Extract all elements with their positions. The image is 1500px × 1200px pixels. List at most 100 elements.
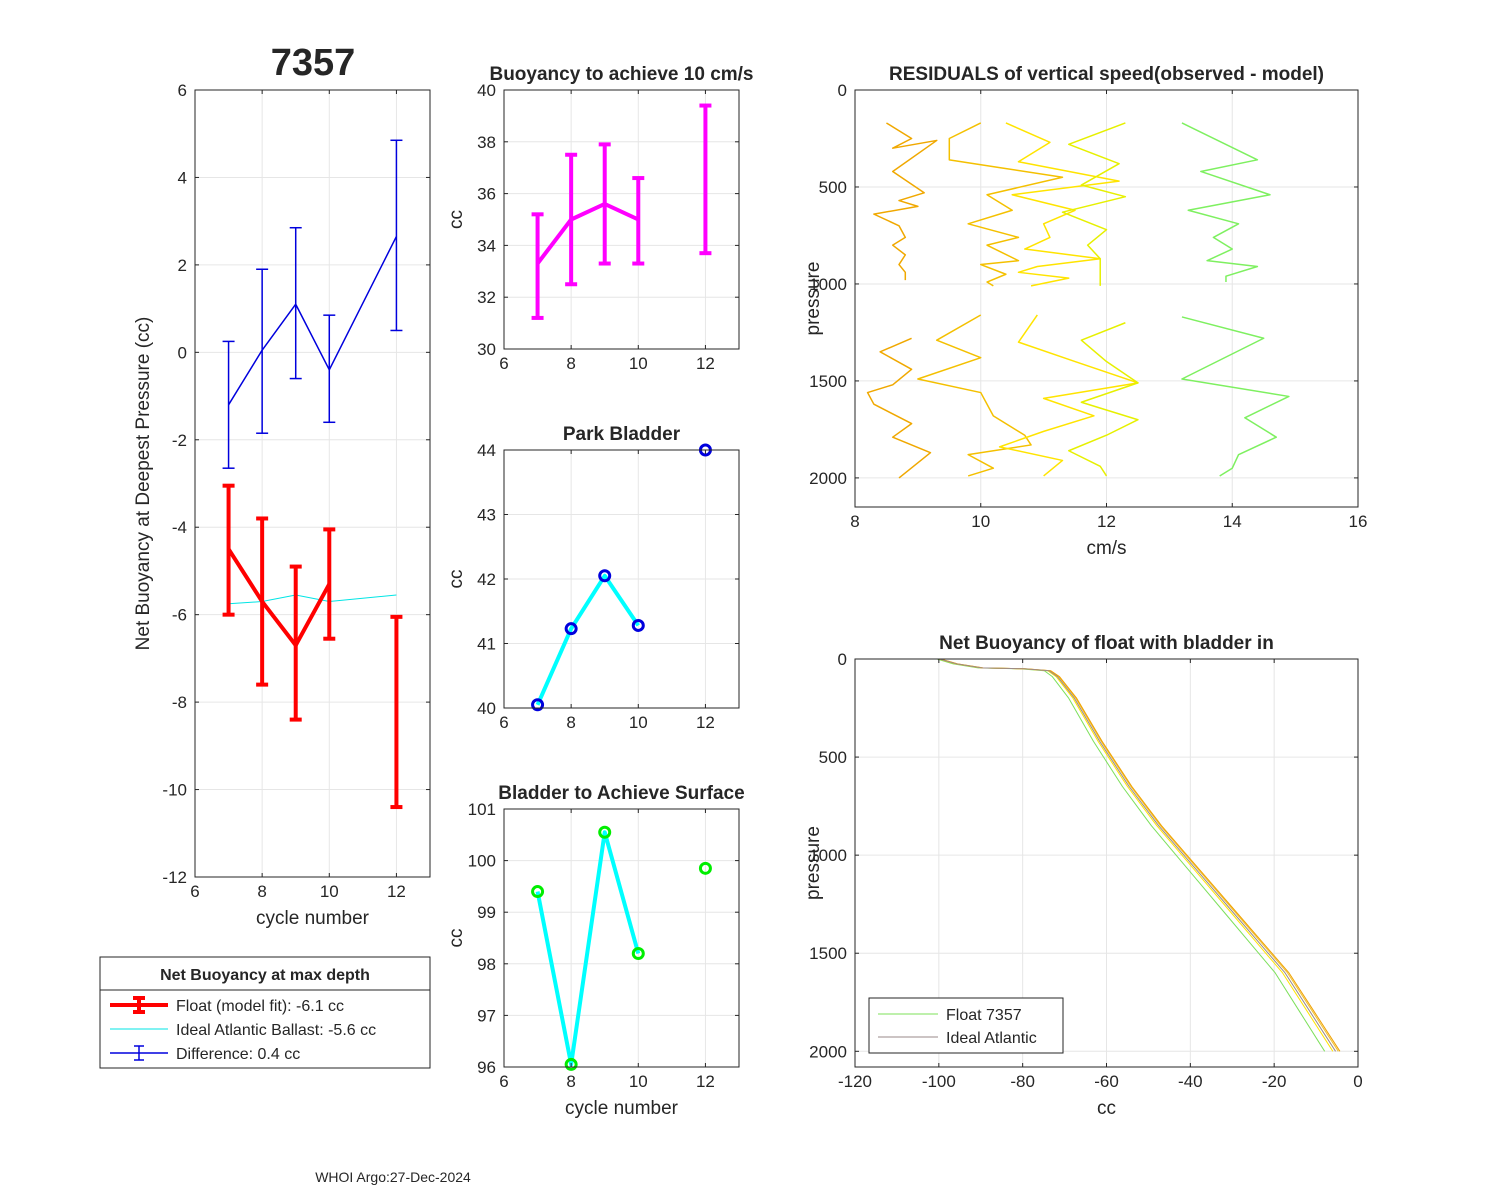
axis-label-x: cycle number xyxy=(256,908,370,929)
surface-marker xyxy=(698,861,712,875)
residual-line-lower xyxy=(917,314,1032,477)
tick-label-y: 99 xyxy=(477,903,496,922)
plot-area xyxy=(504,90,739,349)
residual-line-upper xyxy=(948,122,1064,287)
axis-label-y: cc xyxy=(446,929,467,948)
axis-label-y: Net Buoyancy at Deepest Pressure (cc) xyxy=(133,317,154,651)
tick-label-y: 500 xyxy=(819,178,847,197)
tick-label-y: 41 xyxy=(477,635,496,654)
tick-label-x: 10 xyxy=(629,1072,648,1091)
tick-label-x: 6 xyxy=(499,1072,508,1091)
tick-label-y: -10 xyxy=(162,781,187,800)
axis-label-y: cc xyxy=(446,210,467,229)
chart-park-bladder: 6 8 10 12 40 41 42 43 44 Park Bladder cc xyxy=(446,424,740,732)
residual-line-lower xyxy=(998,314,1139,477)
park-line xyxy=(535,573,640,706)
tick-label-x: -120 xyxy=(838,1072,872,1091)
park-marker xyxy=(531,698,545,712)
surface-marker xyxy=(598,825,612,839)
axis-label-x: cc xyxy=(1097,1098,1116,1119)
difference-line xyxy=(227,236,398,406)
plot-area xyxy=(504,809,739,1067)
tick-label-y: 44 xyxy=(477,441,496,460)
chart-net-buoyancy: 6 8 10 12 -12 -10 -8 -6 -4 -2 0 2 4 6 cycle number Net … xyxy=(133,81,431,929)
chart-title: Buoyancy to achieve 10 cm/s xyxy=(489,64,753,85)
tick-label-y: -8 xyxy=(172,693,187,712)
tick-label-y: 43 xyxy=(477,506,496,525)
tick-label-x: 0 xyxy=(1353,1072,1362,1091)
tick-label-y: 1000 xyxy=(809,846,847,865)
tick-label-x: -40 xyxy=(1178,1072,1203,1091)
legend-main-label-difference: Difference: 0.4 cc xyxy=(176,1046,300,1063)
tick-label-y: 100 xyxy=(468,852,496,871)
tick-label-x: -100 xyxy=(922,1072,956,1091)
tick-label-y: 97 xyxy=(477,1006,496,1025)
axes-box xyxy=(194,89,431,878)
tick-label-y: 2 xyxy=(178,256,187,275)
tick-label-y: -6 xyxy=(172,606,187,625)
tick-label-x: 12 xyxy=(696,354,715,373)
tick-label-x: 6 xyxy=(190,882,199,901)
surface-marker xyxy=(531,885,545,899)
axis-label-y: pressure xyxy=(803,262,824,336)
tick-label-y: 40 xyxy=(477,81,496,100)
tick-label-y: 0 xyxy=(838,650,847,669)
tick-label-x: 16 xyxy=(1349,512,1368,531)
figure-title: 7357 xyxy=(271,42,356,84)
tick-label-y: 4 xyxy=(178,168,187,187)
legend-main-label-float: Float (model fit): -6.1 cc xyxy=(176,998,344,1015)
residual-line-lower xyxy=(1181,316,1290,477)
plot-area xyxy=(195,90,430,877)
tick-label-y: 500 xyxy=(819,748,847,767)
tick-label-y: 1500 xyxy=(809,372,847,391)
surface-marker xyxy=(631,946,645,960)
chart-residuals: 8 10 12 14 16 0 500 1000 1500 2000 RESIDUALS of ve… xyxy=(803,64,1367,559)
residual-line-upper xyxy=(1061,122,1127,286)
park-marker xyxy=(631,618,645,632)
park-marker xyxy=(564,622,578,636)
legend-main-title: Net Buoyancy at max depth xyxy=(160,967,370,984)
tick-label-x: -80 xyxy=(1010,1072,1035,1091)
legend-profile-label-ideal: Ideal Atlantic xyxy=(946,1030,1037,1047)
legend-main: Net Buoyancy at max depth Float (model f… xyxy=(99,956,431,1069)
tick-label-x: 12 xyxy=(696,1072,715,1091)
tick-label-x: 10 xyxy=(629,354,648,373)
axis-label-x: cm/s xyxy=(1086,538,1126,559)
chart-title: Bladder to Achieve Surface xyxy=(498,783,744,804)
tick-label-y: 0 xyxy=(838,81,847,100)
legend-profile: Float 7357 Ideal Atlantic xyxy=(868,997,1064,1054)
tick-label-x: 10 xyxy=(971,512,990,531)
tick-label-y: 96 xyxy=(477,1058,496,1077)
legend-profile-label-float: Float 7357 xyxy=(946,1007,1022,1024)
axes-box xyxy=(503,89,740,350)
float-line xyxy=(226,548,332,648)
tick-label-y: 1500 xyxy=(809,944,847,963)
tick-label-y: 0 xyxy=(178,343,187,362)
tick-label-x: 12 xyxy=(387,882,406,901)
residual-line-lower xyxy=(1068,322,1139,477)
tick-label-x: 10 xyxy=(320,882,339,901)
legend-main-entry-difference: Difference: 0.4 cc xyxy=(110,1045,300,1063)
chart-title: Net Buoyancy of float with bladder in xyxy=(939,633,1274,654)
surface-line xyxy=(535,830,641,1067)
tick-label-y: 1000 xyxy=(809,275,847,294)
tick-label-y: 36 xyxy=(477,185,496,204)
tick-label-y: 101 xyxy=(468,800,496,819)
tick-label-x: 8 xyxy=(566,1072,575,1091)
tick-label-y: 30 xyxy=(477,340,496,359)
residual-line-lower xyxy=(866,337,932,479)
profile-line xyxy=(939,658,1336,1052)
residual-line-upper xyxy=(873,122,938,281)
park-marker xyxy=(598,569,612,583)
tick-label-y: -2 xyxy=(172,431,187,450)
axis-label-y: cc xyxy=(446,570,467,589)
tick-label-y: 2000 xyxy=(809,1042,847,1061)
tick-label-x: -60 xyxy=(1094,1072,1119,1091)
residual-line-upper xyxy=(1181,122,1271,283)
tick-label-x: -20 xyxy=(1262,1072,1287,1091)
tick-label-y: 32 xyxy=(477,288,496,307)
axis-label-y: pressure xyxy=(803,826,824,900)
